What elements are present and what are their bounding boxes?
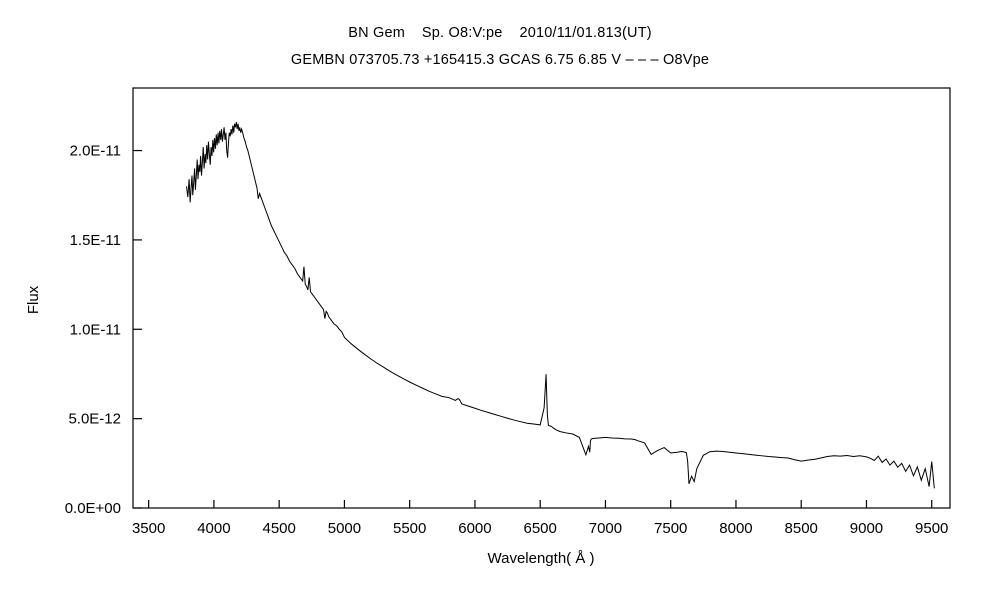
x-axis-tick-label: 5000 [328,520,361,537]
y-axis-title: Flux [25,285,42,314]
y-axis-tick-label: 2.0E-11 [70,143,121,160]
x-axis-tick-label: 9000 [850,520,883,537]
y-axis-tick-labels: 0.0E+00 5.0E-12 1.0E-11 1.5E-11 2.0E-11 [65,143,121,517]
x-axis-tick-label: 4500 [262,520,295,537]
plot-frame [132,87,951,509]
x-axis-tick-label: 3500 [132,520,165,537]
y-axis-tick-label: 1.5E-11 [70,232,121,249]
x-axis-ticks [148,500,933,508]
y-axis-ticks [133,149,142,509]
x-axis-tick-label: 8500 [785,520,818,537]
x-axis-tick-label: 8000 [719,520,752,537]
x-axis-tick-label: 9500 [915,520,948,537]
x-axis-tick-label: 7500 [654,520,687,537]
x-axis-tick-label: 7000 [589,520,622,537]
y-axis-tick-label: 1.0E-11 [70,321,121,338]
x-axis-tick-label: 6000 [458,520,491,537]
y-axis-tick-label: 5.0E-12 [68,411,121,428]
x-axis-tick-label: 5500 [393,520,426,537]
x-axis-tick-label: 6500 [524,520,557,537]
x-axis-tick-label: 4000 [197,520,230,537]
y-axis-tick-label: 0.0E+00 [65,500,121,517]
x-axis-tick-labels: 3500 4000 4500 5000 5500 6000 6500 7000 7500 8000… [132,520,948,537]
spectrum-line [186,121,935,489]
x-axis-title: Wavelength( Å ) [488,550,595,567]
axes-rectangle [132,87,951,509]
